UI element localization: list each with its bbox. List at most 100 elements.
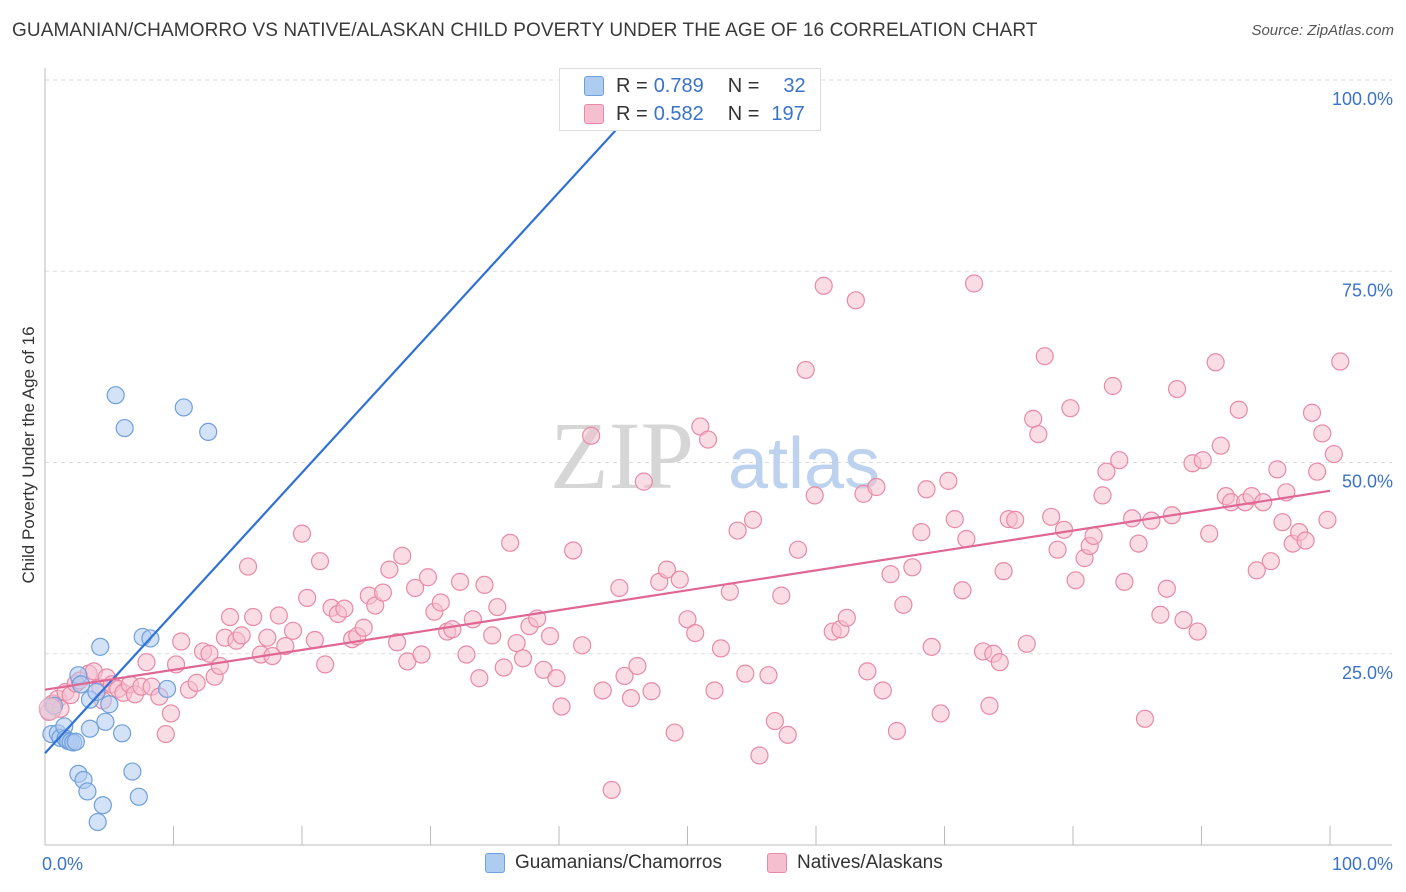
data-point xyxy=(736,664,755,683)
data-point xyxy=(705,681,724,700)
y-tick-label: 100.0% xyxy=(1332,89,1393,109)
data-point xyxy=(788,540,808,559)
data-point xyxy=(1296,531,1315,550)
data-point xyxy=(678,610,697,629)
legend-swatch-pink xyxy=(584,104,604,124)
data-point xyxy=(805,486,824,505)
r-label: R = xyxy=(616,102,648,125)
n-value: 32 xyxy=(783,74,806,97)
n-value: 197 xyxy=(771,102,805,125)
data-point xyxy=(269,606,288,625)
data-point xyxy=(157,679,177,699)
data-point xyxy=(1247,561,1266,580)
data-point xyxy=(1084,526,1103,546)
data-point xyxy=(642,682,661,701)
data-point xyxy=(1302,403,1322,422)
legend-item-guamanians[interactable]: Guamanians/Chamorros xyxy=(485,852,722,874)
data-point xyxy=(1206,353,1225,372)
data-point xyxy=(298,588,317,608)
trend-lines xyxy=(44,79,1331,754)
data-point xyxy=(873,681,892,700)
data-point xyxy=(1193,451,1212,470)
data-point xyxy=(470,669,489,688)
data-point xyxy=(276,636,295,656)
data-point xyxy=(1123,509,1142,528)
data-point xyxy=(1061,399,1080,418)
legend-label: Natives/Alaskans xyxy=(797,852,943,873)
data-point xyxy=(665,723,684,742)
data-point xyxy=(980,696,999,715)
data-point xyxy=(38,697,62,721)
data-point xyxy=(582,426,601,445)
y-tick-label: 75.0% xyxy=(1342,280,1393,300)
data-point xyxy=(488,597,507,617)
legend-item-natives[interactable]: Natives/Alaskans xyxy=(767,852,943,874)
data-point xyxy=(912,523,931,542)
data-point xyxy=(922,637,941,656)
data-point xyxy=(846,291,865,310)
data-point xyxy=(615,666,634,686)
data-point xyxy=(106,386,125,405)
data-point xyxy=(1115,572,1134,591)
data-point xyxy=(292,524,312,543)
data-point xyxy=(534,660,553,679)
data-point xyxy=(100,695,119,714)
chart-title: GUAMANIAN/CHAMORRO VS NATIVE/ALASKAN CHI… xyxy=(12,20,1038,41)
data-point xyxy=(720,582,740,601)
data-point xyxy=(1167,379,1187,399)
data-point xyxy=(220,607,240,627)
data-point xyxy=(634,472,653,491)
data-point xyxy=(335,599,354,618)
data-point xyxy=(137,653,156,672)
data-point xyxy=(1093,486,1112,505)
data-point xyxy=(1151,605,1170,624)
data-point xyxy=(957,529,976,549)
data-point xyxy=(412,645,431,664)
watermark: ZIP atlas xyxy=(550,402,880,509)
x-tick-label: 100.0% xyxy=(1332,854,1393,874)
data-point xyxy=(564,541,583,560)
data-point xyxy=(711,639,731,658)
data-point xyxy=(283,621,303,640)
legend-swatch-blue xyxy=(485,853,505,873)
data-point xyxy=(494,658,513,677)
data-point xyxy=(91,637,110,656)
data-point xyxy=(1229,400,1248,419)
data-point xyxy=(602,780,621,800)
data-point xyxy=(778,725,797,744)
data-point xyxy=(1313,424,1332,443)
data-point xyxy=(354,618,373,637)
data-point xyxy=(507,633,526,653)
series-natives xyxy=(39,274,1350,800)
data-point xyxy=(887,721,907,741)
watermark-zip: ZIP xyxy=(550,402,694,509)
data-point xyxy=(387,633,407,652)
data-point xyxy=(1308,462,1327,481)
data-point xyxy=(200,644,219,663)
legend-row-natives: R = 0.582 N = 197 xyxy=(560,100,805,128)
r-value: 0.582 xyxy=(653,102,704,125)
x-tick-label: 0.0% xyxy=(42,854,83,874)
data-point xyxy=(1268,460,1287,479)
data-point xyxy=(457,645,476,664)
data-point xyxy=(450,572,470,591)
data-point xyxy=(129,787,148,806)
r-label: R = xyxy=(616,74,648,97)
data-point xyxy=(1174,610,1193,630)
data-point xyxy=(501,533,520,552)
data-point xyxy=(66,732,85,751)
data-point xyxy=(964,274,984,293)
data-point xyxy=(380,560,399,579)
legend-label: Guamanians/Chamorros xyxy=(515,852,722,873)
data-point xyxy=(475,575,494,595)
axis-labels: 25.0% 50.0% 75.0% 100.0% 0.0% 100.0% Child Pov… xyxy=(19,89,1393,874)
data-point xyxy=(1318,510,1337,529)
data-point xyxy=(945,510,964,529)
r-value: 0.789 xyxy=(653,74,704,97)
data-point xyxy=(1029,425,1048,444)
data-point xyxy=(161,704,181,723)
data-point xyxy=(238,557,258,576)
data-point xyxy=(87,682,106,702)
data-point xyxy=(540,627,560,646)
